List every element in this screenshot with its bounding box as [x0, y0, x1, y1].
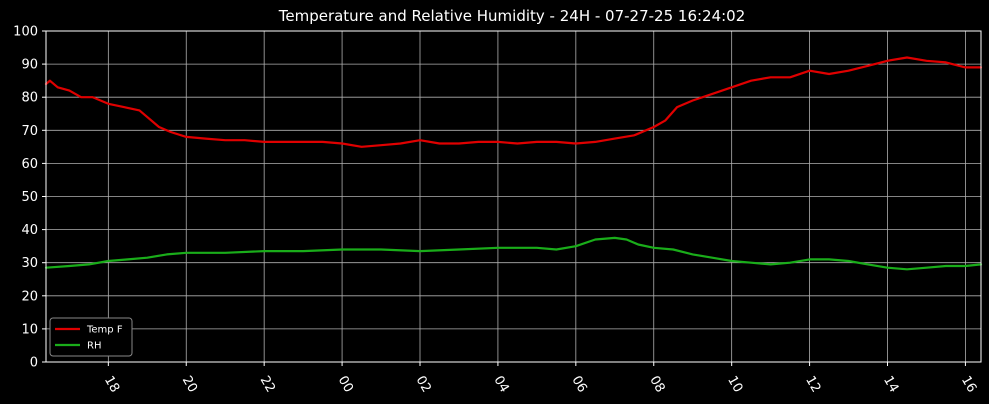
series-line-temp	[44, 56, 983, 148]
legend-box	[49, 317, 133, 357]
legend: Temp F RH	[49, 317, 133, 357]
x-tick-label: 12	[802, 374, 823, 396]
y-tick-label: 10	[21, 322, 38, 337]
y-tick-label: 0	[30, 356, 38, 371]
y-tick-label: 100	[13, 25, 38, 40]
x-tick-label: 00	[335, 374, 356, 396]
y-tick-label: 40	[21, 223, 38, 238]
y-tick-label: 90	[21, 58, 38, 73]
x-tick-label: 10	[724, 374, 745, 396]
y-tick-label: 50	[21, 190, 38, 205]
y-tick-label: 60	[21, 157, 38, 172]
x-tick-label: 20	[179, 374, 200, 396]
y-tick-label: 70	[21, 124, 38, 139]
legend-label: RH	[87, 341, 101, 352]
x-axis: 18 20 22 00 02 04 06 08 10 12 14 16	[101, 362, 979, 395]
x-tick-label: 02	[413, 374, 434, 396]
x-tick-label: 18	[101, 374, 122, 396]
x-tick-label: 04	[490, 374, 511, 396]
series-line-rh	[44, 236, 983, 271]
x-tick-label: 14	[880, 374, 901, 396]
series-layer	[44, 56, 983, 271]
chart-title: Temperature and Relative Humidity - 24H …	[278, 7, 746, 25]
y-tick-label: 30	[21, 256, 38, 271]
x-tick-label: 06	[568, 374, 589, 396]
legend-label: Temp F	[86, 325, 123, 336]
x-tick-label: 16	[958, 374, 979, 396]
y-axis: 0 10 20 30 40 50 60 70 80 90 100	[13, 25, 46, 371]
x-tick-label: 08	[646, 374, 667, 396]
y-tick-label: 80	[21, 91, 38, 106]
y-tick-label: 20	[21, 289, 38, 304]
x-tick-label: 22	[257, 374, 278, 396]
